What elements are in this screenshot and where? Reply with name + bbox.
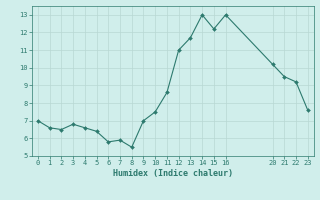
X-axis label: Humidex (Indice chaleur): Humidex (Indice chaleur) [113,169,233,178]
